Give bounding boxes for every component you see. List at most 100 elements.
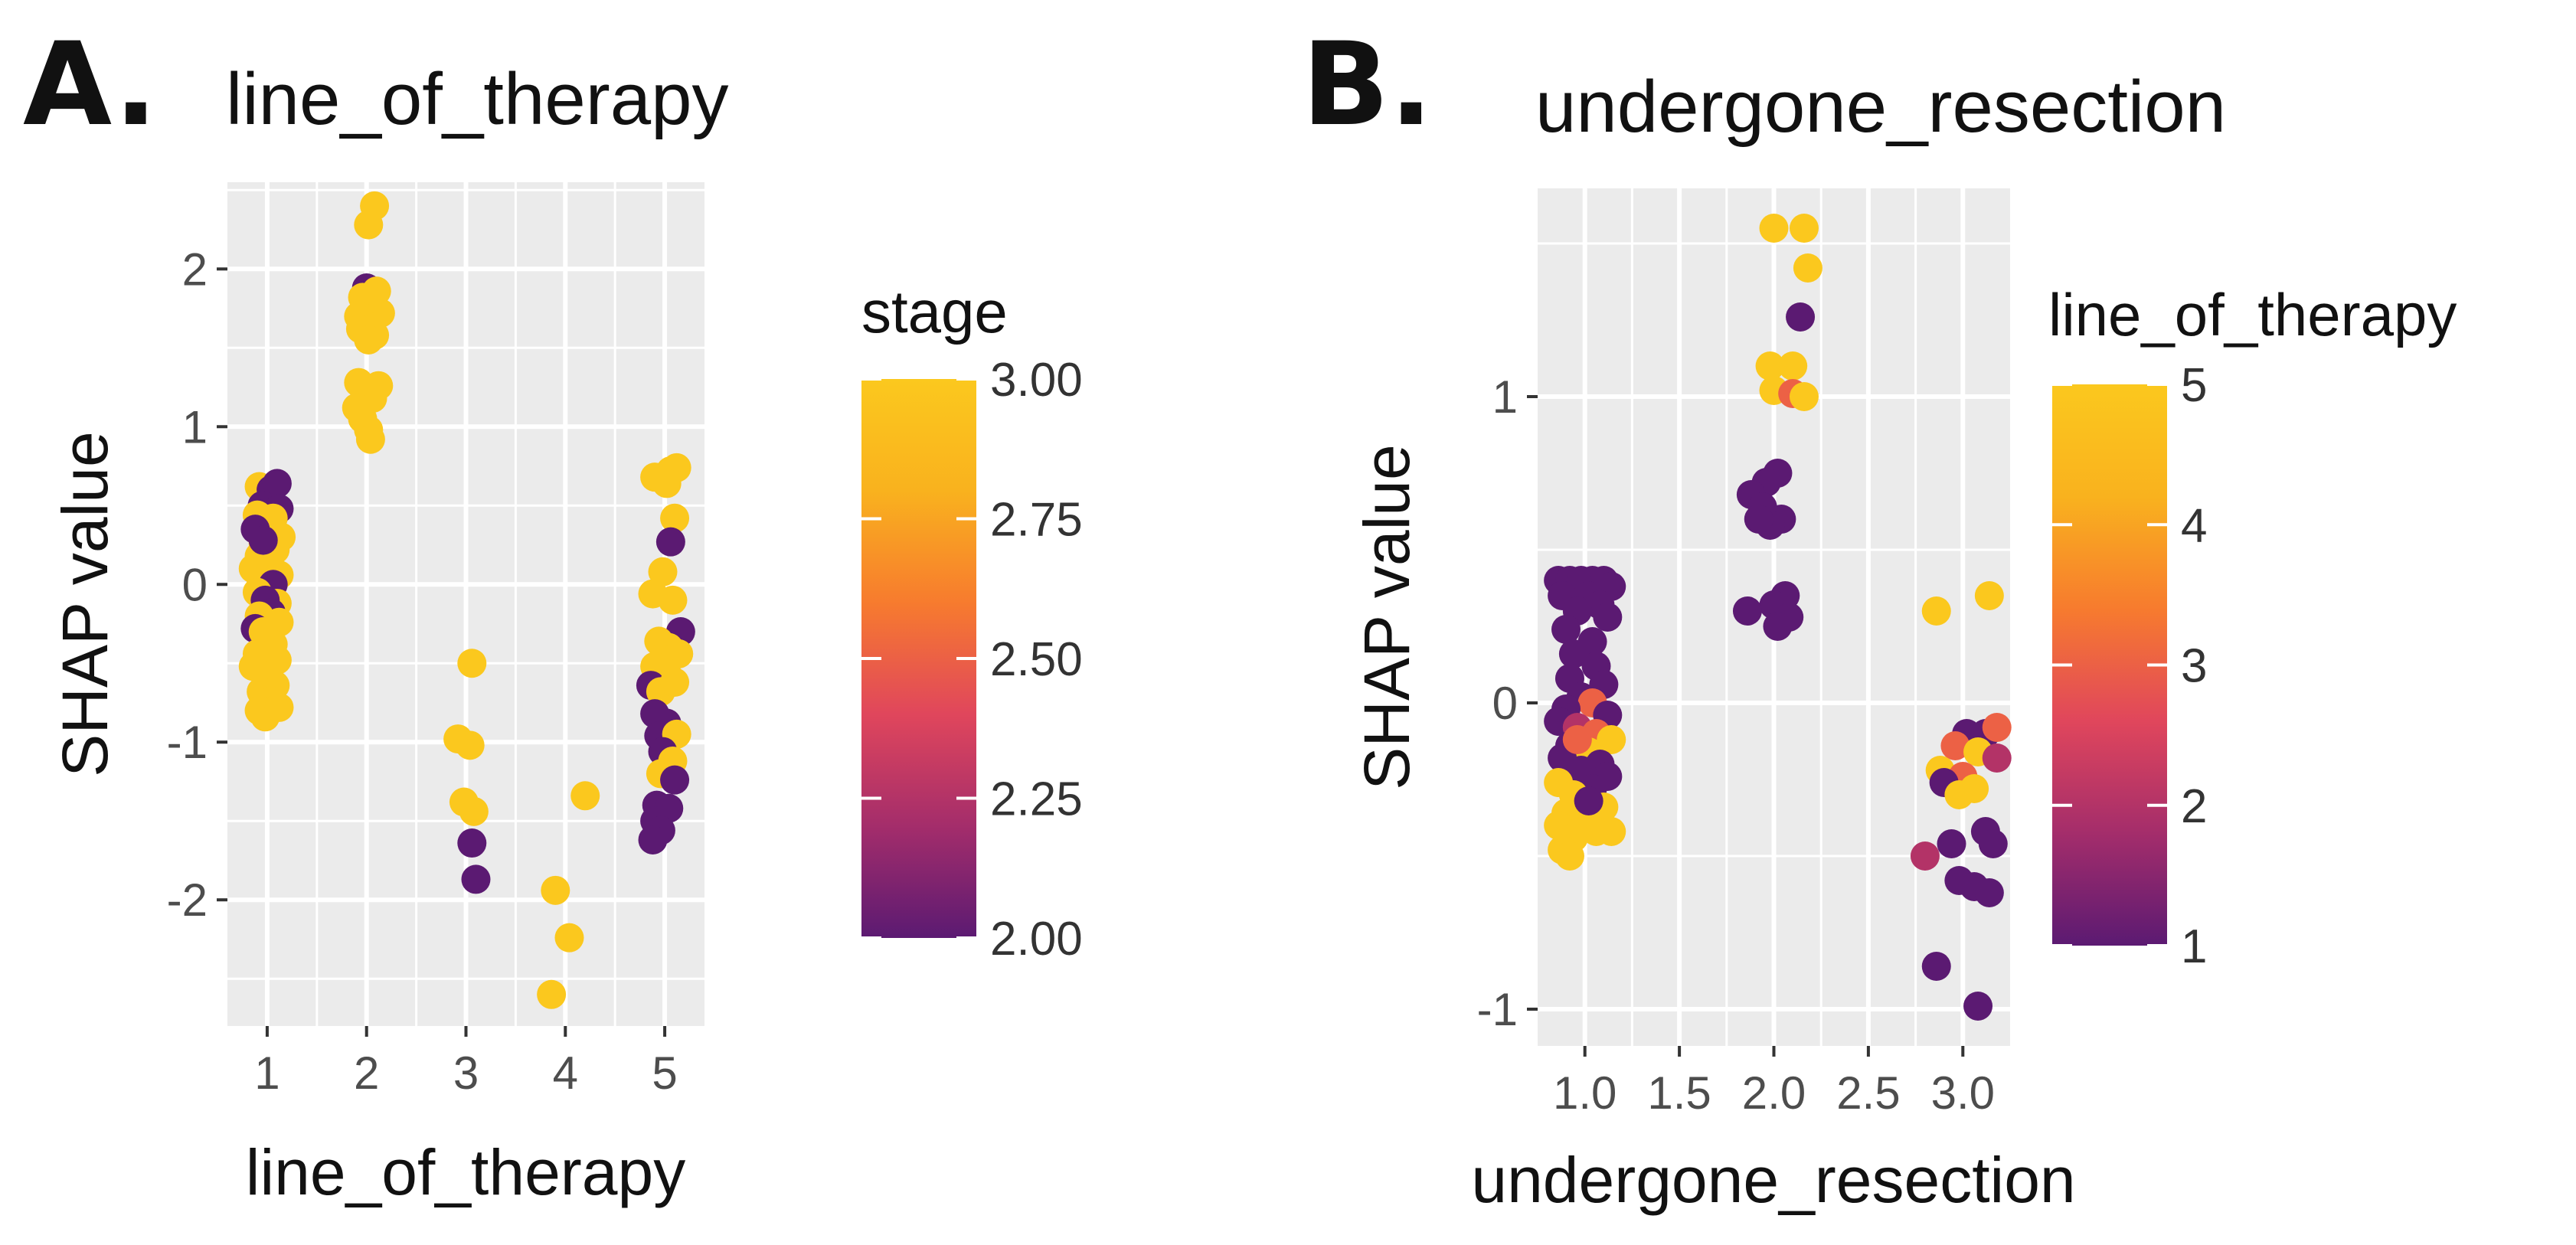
colorbar-tick-label: 2.50	[990, 633, 1083, 686]
x-tick-label: 1.5	[1647, 1067, 1711, 1119]
data-point	[1910, 841, 1940, 871]
panel-a-points	[238, 191, 695, 1009]
x-tick-label: 4	[553, 1047, 578, 1099]
panel-b: B. undergone_resection -1 0 1 1.0 1.5 2.0 2.5…	[1302, 18, 2457, 1216]
data-point	[554, 923, 584, 953]
x-tick-label: 3	[453, 1047, 479, 1099]
panel-a-legend-title: stage	[861, 278, 1008, 345]
data-point	[455, 730, 485, 760]
data-point	[660, 765, 690, 795]
data-point	[1789, 214, 1819, 243]
y-tick-label: 1	[1492, 371, 1518, 423]
data-point	[1581, 817, 1611, 846]
colorbar-tick-label: 5	[2181, 359, 2207, 412]
data-point	[355, 424, 385, 454]
data-point	[1732, 596, 1762, 626]
data-point	[652, 469, 682, 498]
colorbar-tick-label: 1	[2181, 920, 2207, 973]
data-point	[264, 692, 294, 722]
data-point	[1921, 596, 1951, 626]
panel-b-legend-title: line_of_therapy	[2048, 281, 2457, 348]
colorbar-tick-label: 2.00	[990, 913, 1083, 966]
x-tick-label: 2	[354, 1047, 379, 1099]
panel-a-title: line_of_therapy	[226, 58, 728, 140]
panel-b-points	[1544, 214, 2012, 1021]
panel-a-y-ticks: -2 -1 0 1 2	[167, 243, 227, 926]
data-point	[1554, 841, 1584, 871]
data-point	[1558, 639, 1588, 668]
panel-a-label: A.	[23, 18, 158, 152]
x-tick-label: 2.5	[1836, 1067, 1900, 1119]
data-point	[459, 796, 489, 826]
data-point	[1937, 829, 1966, 858]
data-point	[1763, 612, 1793, 641]
panel-a-x-ticks: 1 2 3 4 5	[254, 1026, 678, 1099]
data-point	[660, 667, 690, 697]
colorbar-tick-label: 3.00	[990, 354, 1083, 407]
data-point	[541, 875, 570, 905]
data-point	[648, 557, 678, 587]
x-tick-label: 3.0	[1931, 1067, 1995, 1119]
panel-b-y-axis-label: SHAP value	[1351, 444, 1423, 789]
data-point	[638, 579, 668, 609]
data-point	[457, 649, 487, 678]
x-tick-label: 5	[652, 1047, 677, 1099]
data-point	[1593, 603, 1623, 632]
colorbar-tick-label: 4	[2181, 499, 2207, 552]
data-point	[1978, 829, 2008, 858]
data-point	[1944, 780, 1974, 809]
data-point	[1974, 878, 2004, 907]
data-point	[1940, 731, 1970, 760]
y-tick-label: 0	[1492, 678, 1518, 729]
y-tick-label: -1	[1477, 984, 1518, 1035]
panel-b-label: B.	[1302, 18, 1433, 152]
data-point	[655, 527, 685, 557]
data-point	[1789, 382, 1819, 411]
colorbar-tick-label: 2	[2181, 780, 2207, 833]
data-point	[1562, 725, 1592, 754]
data-point	[1759, 214, 1789, 243]
data-point	[1982, 743, 2012, 773]
data-point	[570, 781, 600, 811]
data-point	[1921, 952, 1951, 981]
colorbar-tick-label: 2.25	[990, 773, 1083, 826]
x-tick-label: 2.0	[1742, 1067, 1806, 1119]
y-tick-label: -2	[167, 874, 208, 926]
y-tick-label: 1	[182, 401, 208, 453]
panel-b-title: undergone_resection	[1535, 66, 2226, 148]
colorbar-tick-label: 2.75	[990, 494, 1083, 547]
data-point	[537, 979, 567, 1009]
data-point	[354, 325, 384, 355]
data-point	[461, 864, 491, 894]
data-point	[1574, 786, 1603, 815]
data-point	[1974, 581, 2004, 610]
data-point	[354, 210, 384, 240]
x-tick-label: 1	[254, 1047, 280, 1099]
data-point	[1982, 713, 2012, 742]
y-tick-label: 0	[182, 559, 208, 610]
y-tick-label: -1	[167, 717, 208, 768]
panel-a-y-axis-label: SHAP value	[49, 431, 121, 776]
x-tick-label: 1.0	[1553, 1067, 1617, 1119]
data-point	[262, 469, 292, 498]
panel-b-y-ticks: -1 0 1	[1477, 371, 1538, 1035]
data-point	[1744, 505, 1773, 534]
data-point	[248, 525, 278, 555]
data-point	[1597, 725, 1626, 754]
panel-a-x-axis-label: line_of_therapy	[246, 1136, 685, 1208]
data-point	[660, 503, 690, 533]
panel-b-colorbar-ticks: 1 2 3 4 5	[2052, 359, 2207, 973]
y-tick-label: 2	[182, 243, 208, 295]
data-point	[342, 393, 371, 423]
panel-a: A. line_of_therapy -2 -1 0 1 2 1 2 3 4 5 line_of…	[23, 18, 1083, 1208]
data-point	[1551, 615, 1581, 644]
panel-a-colorbar-ticks: 2.00 2.25 2.50 2.75 3.00	[861, 354, 1083, 966]
data-point	[1963, 992, 1993, 1021]
data-point	[1755, 351, 1785, 381]
data-point	[638, 825, 668, 855]
data-point	[1778, 351, 1808, 381]
data-point	[457, 828, 487, 858]
colorbar-tick-label: 3	[2181, 640, 2207, 693]
panel-b-x-ticks: 1.0 1.5 2.0 2.5 3.0	[1553, 1046, 1995, 1119]
